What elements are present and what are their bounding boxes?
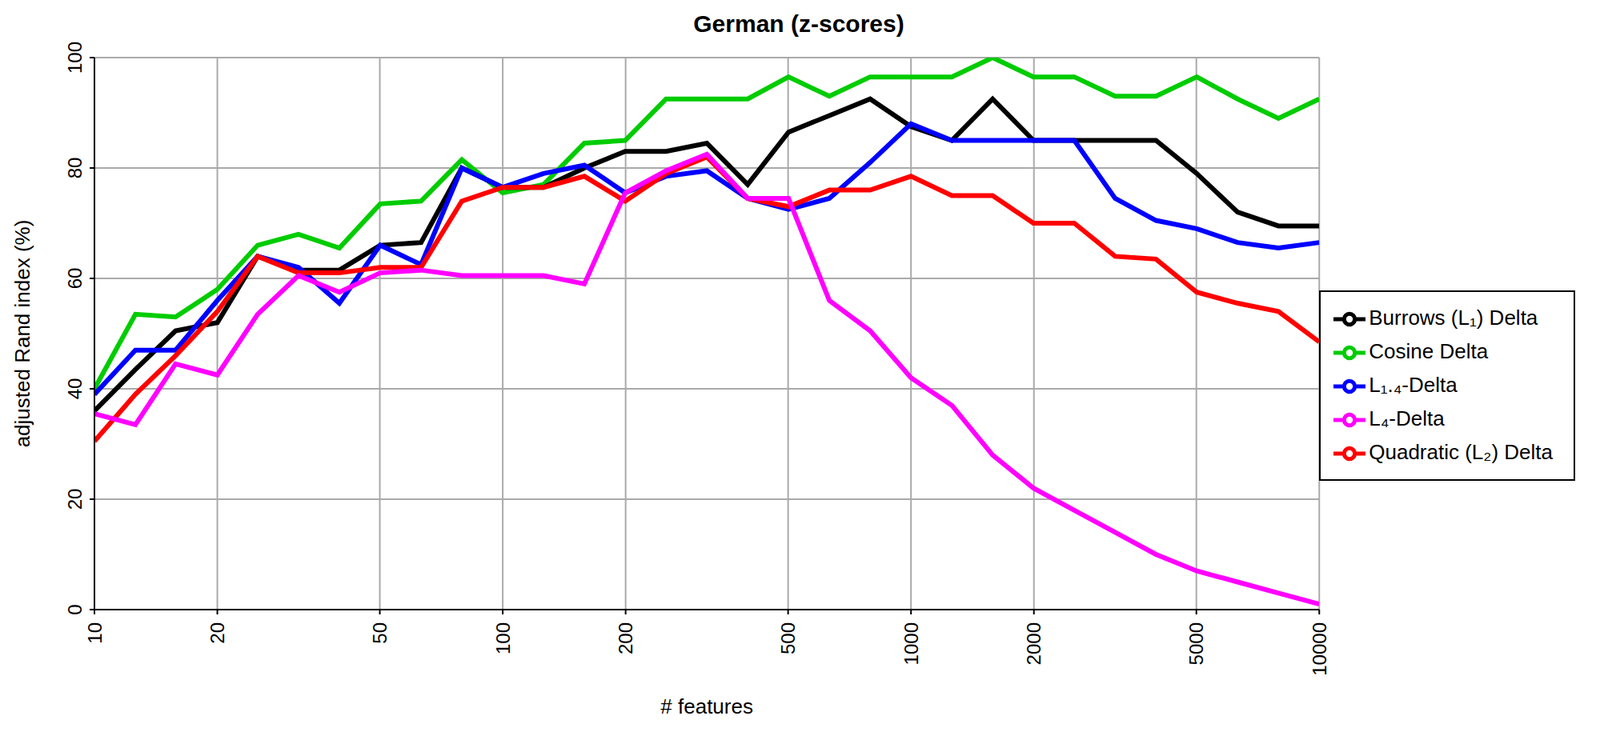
- svg-text:60: 60: [64, 268, 86, 290]
- svg-text:10: 10: [84, 622, 106, 645]
- svg-text:500: 500: [777, 622, 799, 655]
- html-text:Burrows (L₁) Delta: Burrows (L₁) Delta: [1368, 305, 1538, 330]
- html-text:L₁.₄-Delta: L₁.₄-Delta: [1368, 372, 1458, 397]
- html-text:Cosine Delta: Cosine Delta: [1368, 339, 1489, 364]
- svg-text:20: 20: [206, 622, 229, 645]
- svg-text:0: 0: [64, 604, 86, 615]
- svg-text:100: 100: [492, 622, 514, 655]
- svg-text:200: 200: [614, 622, 637, 655]
- svg-text:50: 50: [368, 622, 391, 645]
- html-text:German (z-scores): German (z-scores): [693, 10, 905, 37]
- html-text:Quadratic (L₂) Delta: Quadratic (L₂) Delta: [1368, 440, 1553, 465]
- svg-text:# features: # features: [660, 694, 754, 719]
- svg-text:20: 20: [64, 489, 86, 511]
- svg-text:100: 100: [64, 41, 86, 74]
- svg-text:adjusted Rand index (%): adjusted Rand index (%): [10, 220, 35, 449]
- svg-text:40: 40: [64, 378, 86, 401]
- html-text:L₄-Delta: L₄-Delta: [1368, 406, 1445, 431]
- svg-text:1000: 1000: [900, 622, 923, 666]
- svg-text:5000: 5000: [1185, 622, 1208, 666]
- svg-text:80: 80: [64, 157, 86, 180]
- svg-text:2000: 2000: [1022, 622, 1045, 666]
- svg-text:10000: 10000: [1308, 622, 1331, 677]
